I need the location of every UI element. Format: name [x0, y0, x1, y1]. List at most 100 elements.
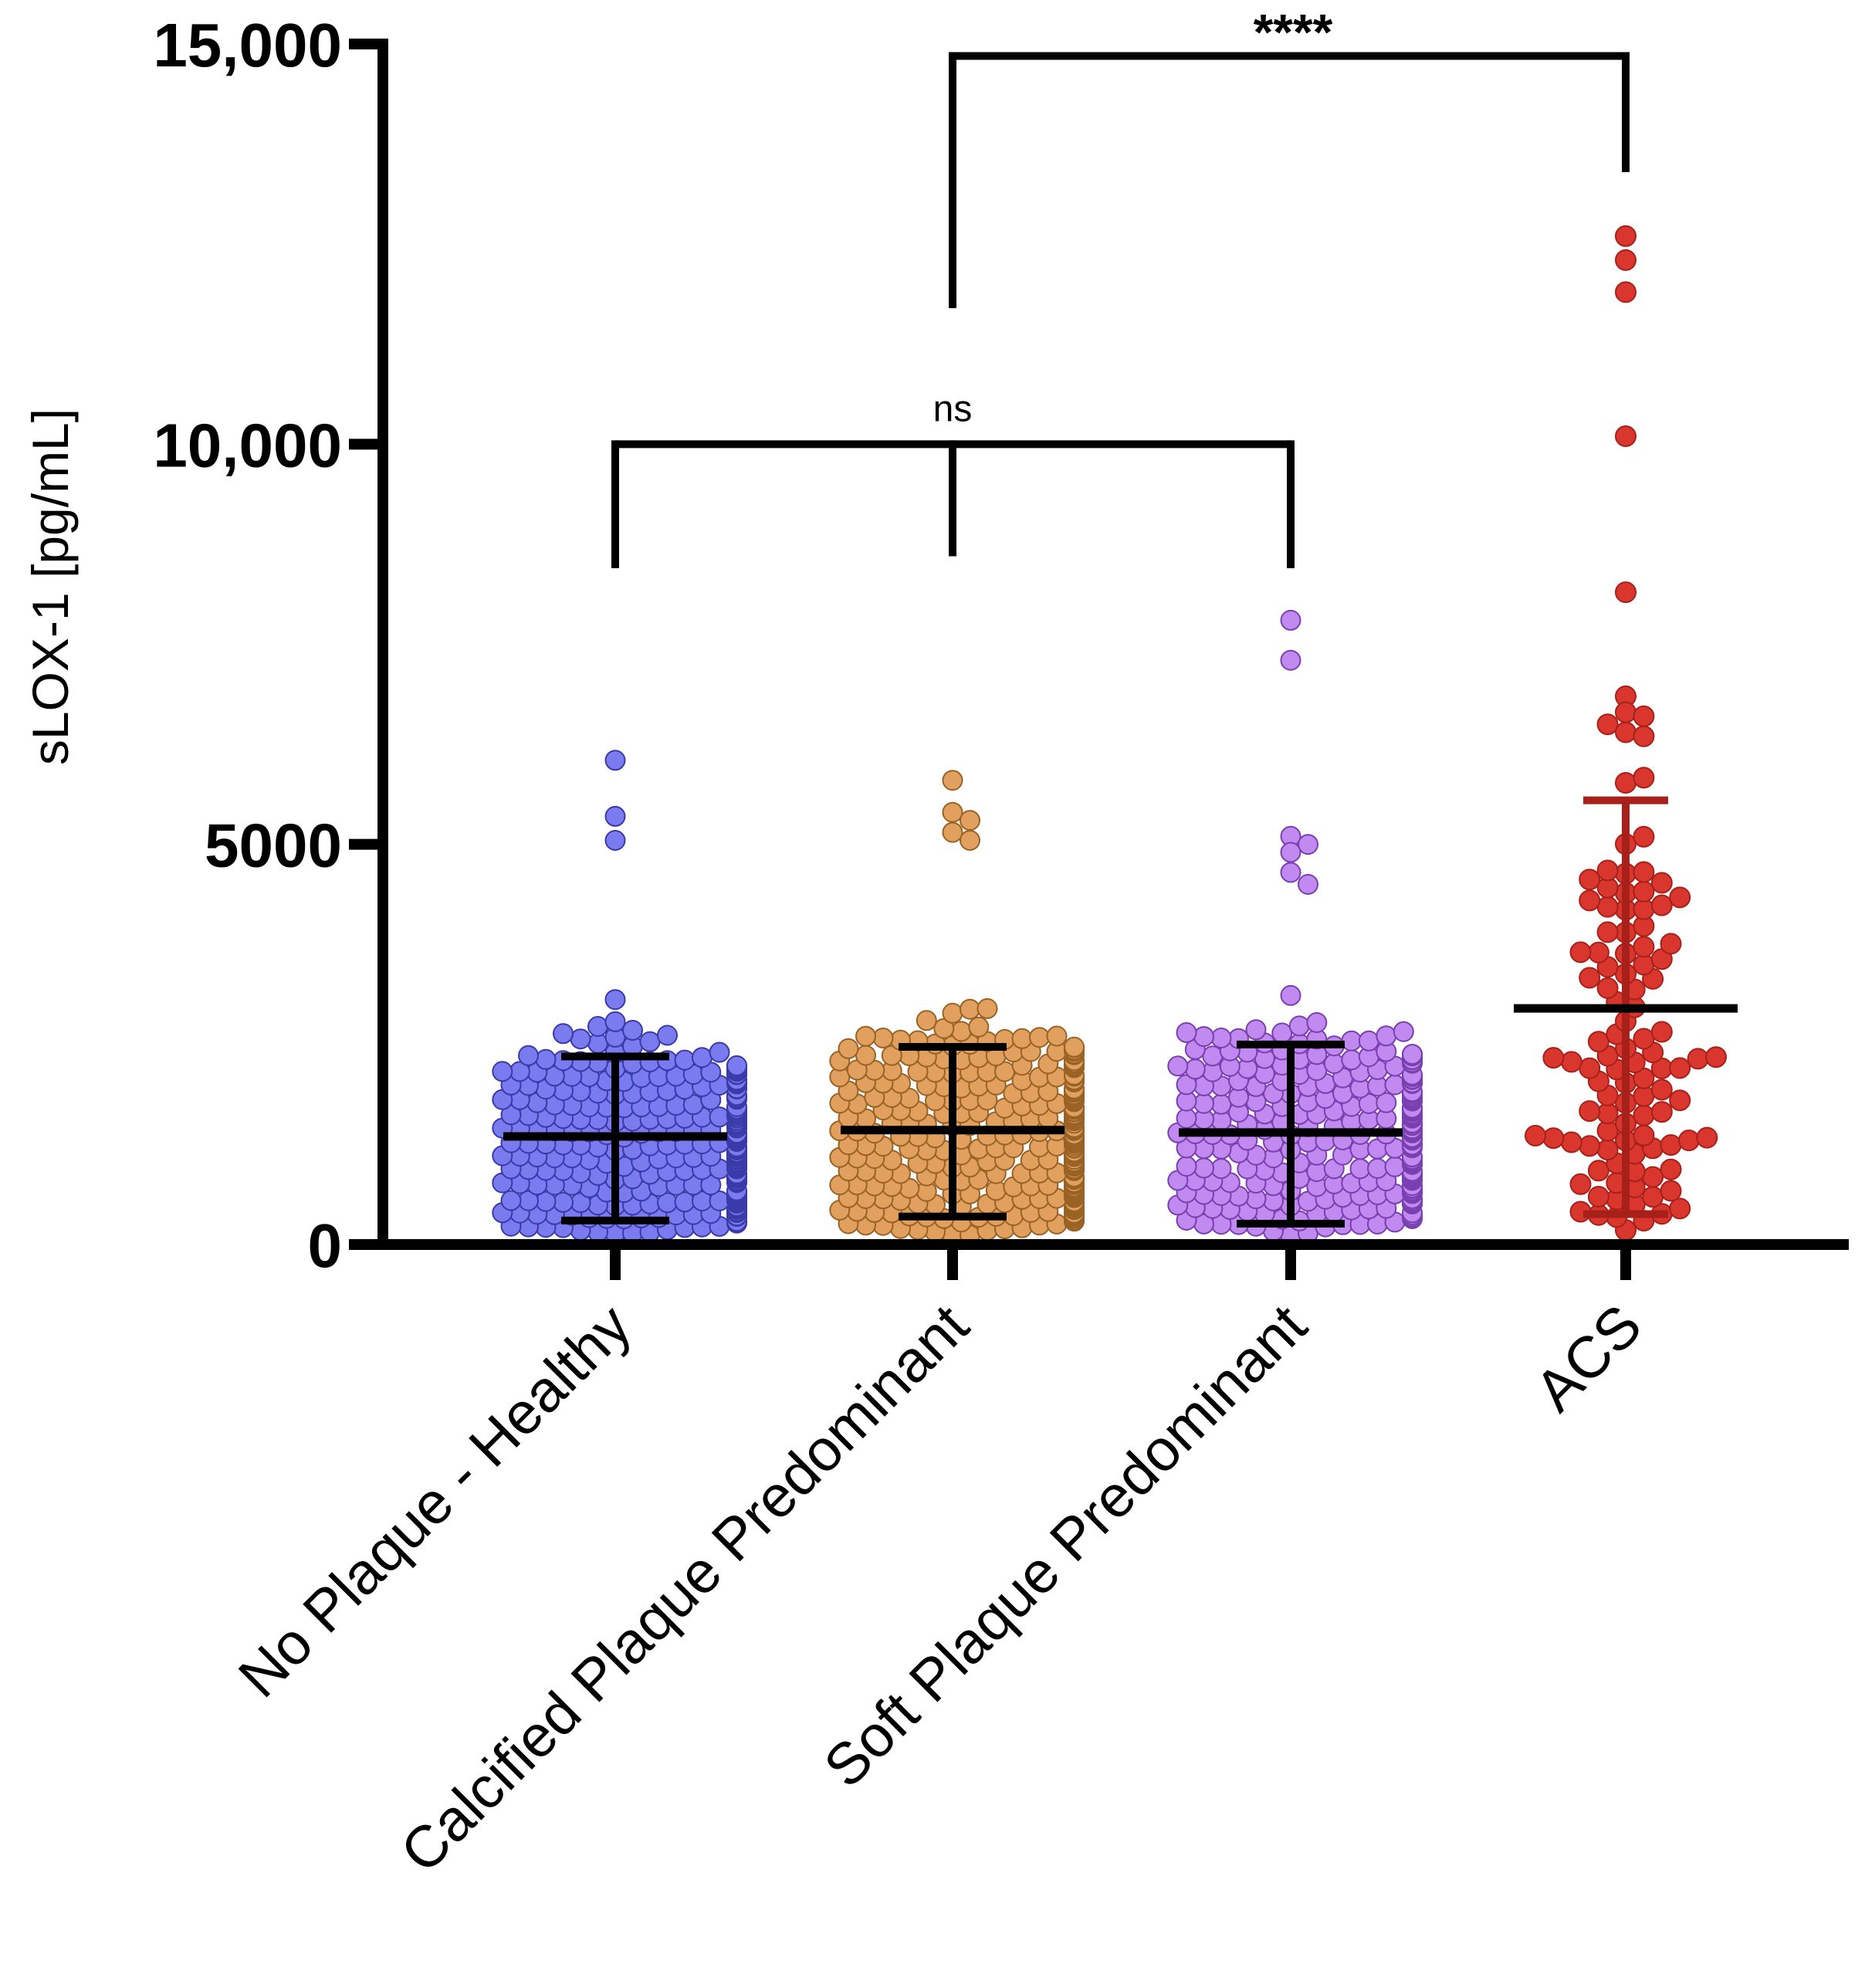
data-point	[1210, 1093, 1232, 1115]
y-ticks: 0 5000 10,000 15,000	[153, 11, 383, 1280]
data-point	[1569, 1173, 1592, 1195]
data-point	[709, 1106, 730, 1128]
data-point	[1560, 1131, 1582, 1153]
axes	[377, 39, 1849, 1250]
significance-brackets: ns ****	[611, 4, 1630, 569]
data-point	[1650, 1101, 1673, 1123]
data-point	[1660, 1180, 1682, 1202]
outlier-point	[942, 801, 963, 823]
data-points	[492, 225, 1727, 1247]
data-point	[1633, 1028, 1655, 1050]
data-point	[1202, 1045, 1224, 1067]
data-point	[1669, 1089, 1691, 1112]
outlier-point	[1280, 842, 1301, 863]
data-point	[674, 1049, 696, 1071]
data-point	[1687, 1048, 1709, 1070]
data-point	[977, 997, 998, 1019]
data-point	[1587, 1186, 1609, 1207]
data-point	[1280, 984, 1301, 1006]
data-point	[1696, 1126, 1718, 1149]
data-point	[1579, 1135, 1601, 1157]
data-point	[1176, 1108, 1197, 1129]
data-point	[1064, 1036, 1085, 1058]
data-point	[1633, 825, 1655, 848]
y-tick-label: 10,000	[153, 411, 342, 479]
data-point	[1596, 859, 1619, 882]
data-point	[1525, 1125, 1546, 1146]
data-point	[1587, 941, 1609, 964]
data-point	[1542, 1047, 1565, 1069]
data-point	[1306, 1012, 1328, 1033]
data-point	[570, 1028, 591, 1050]
y-axis-title: sLOX-1 [pg/mL]	[22, 408, 79, 765]
data-point	[1660, 1134, 1682, 1157]
data-point	[1288, 1015, 1310, 1037]
outlier-point	[1280, 862, 1301, 883]
data-point	[1029, 1027, 1050, 1048]
outlier-point	[1615, 701, 1637, 723]
y-tick-label: 15,000	[153, 11, 342, 80]
data-point	[1542, 1127, 1565, 1150]
data-point	[1596, 977, 1619, 999]
data-point	[622, 1020, 643, 1041]
data-point	[1633, 1104, 1655, 1126]
data-point	[1669, 1057, 1691, 1079]
data-point	[1650, 872, 1673, 894]
data-point	[1176, 1022, 1197, 1043]
data-point	[535, 1048, 557, 1070]
data-point	[1046, 1025, 1068, 1047]
data-point	[1176, 1074, 1197, 1096]
data-point	[1615, 772, 1637, 794]
y-tick-label: 0	[308, 1211, 343, 1280]
data-point	[692, 1047, 712, 1069]
outlier-point	[1280, 609, 1301, 631]
data-point	[916, 1010, 937, 1031]
data-point	[1341, 1049, 1362, 1071]
data-point	[1633, 880, 1655, 903]
data-point	[1367, 1157, 1388, 1179]
data-point	[1384, 1156, 1406, 1177]
data-point	[1633, 936, 1655, 958]
data-point	[1560, 1051, 1582, 1073]
significance-label: ns	[933, 388, 973, 429]
data-point	[1176, 1156, 1197, 1177]
data-point	[1193, 1026, 1214, 1048]
data-point	[1650, 1079, 1673, 1101]
data-point	[1633, 1124, 1655, 1146]
data-point	[1393, 1021, 1414, 1042]
data-point	[1596, 1139, 1619, 1161]
data-point	[1384, 1074, 1406, 1096]
x-tick-label: Calcified Plaque Predominant	[388, 1292, 981, 1885]
outlier-point	[1615, 425, 1637, 447]
y-tick-label: 5000	[205, 811, 342, 880]
data-point	[1669, 1197, 1691, 1220]
mean-sd-bars	[503, 796, 1738, 1228]
outlier-point	[1298, 874, 1318, 895]
data-point	[1167, 1055, 1189, 1077]
data-point	[1402, 1044, 1423, 1065]
data-point	[1587, 1160, 1609, 1182]
data-point	[1376, 1025, 1397, 1047]
data-point	[942, 1002, 963, 1024]
outlier-point	[1280, 649, 1301, 671]
data-point	[1587, 1031, 1609, 1053]
data-point	[1650, 1021, 1673, 1043]
outlier-point	[1615, 581, 1637, 604]
data-point	[500, 1190, 522, 1211]
outlier-point	[604, 830, 626, 851]
outlier-point	[942, 821, 963, 843]
data-point	[1596, 1102, 1619, 1125]
data-point	[1193, 1157, 1214, 1179]
data-point	[1184, 1058, 1206, 1080]
data-point	[968, 1016, 990, 1038]
data-point	[1660, 1158, 1682, 1180]
data-point	[1210, 1158, 1232, 1180]
data-point	[553, 1023, 574, 1045]
data-point	[1271, 1022, 1293, 1044]
data-point	[1579, 869, 1601, 891]
data-point	[1677, 1129, 1700, 1152]
data-point	[587, 1016, 608, 1037]
outlier-point	[1615, 225, 1637, 247]
